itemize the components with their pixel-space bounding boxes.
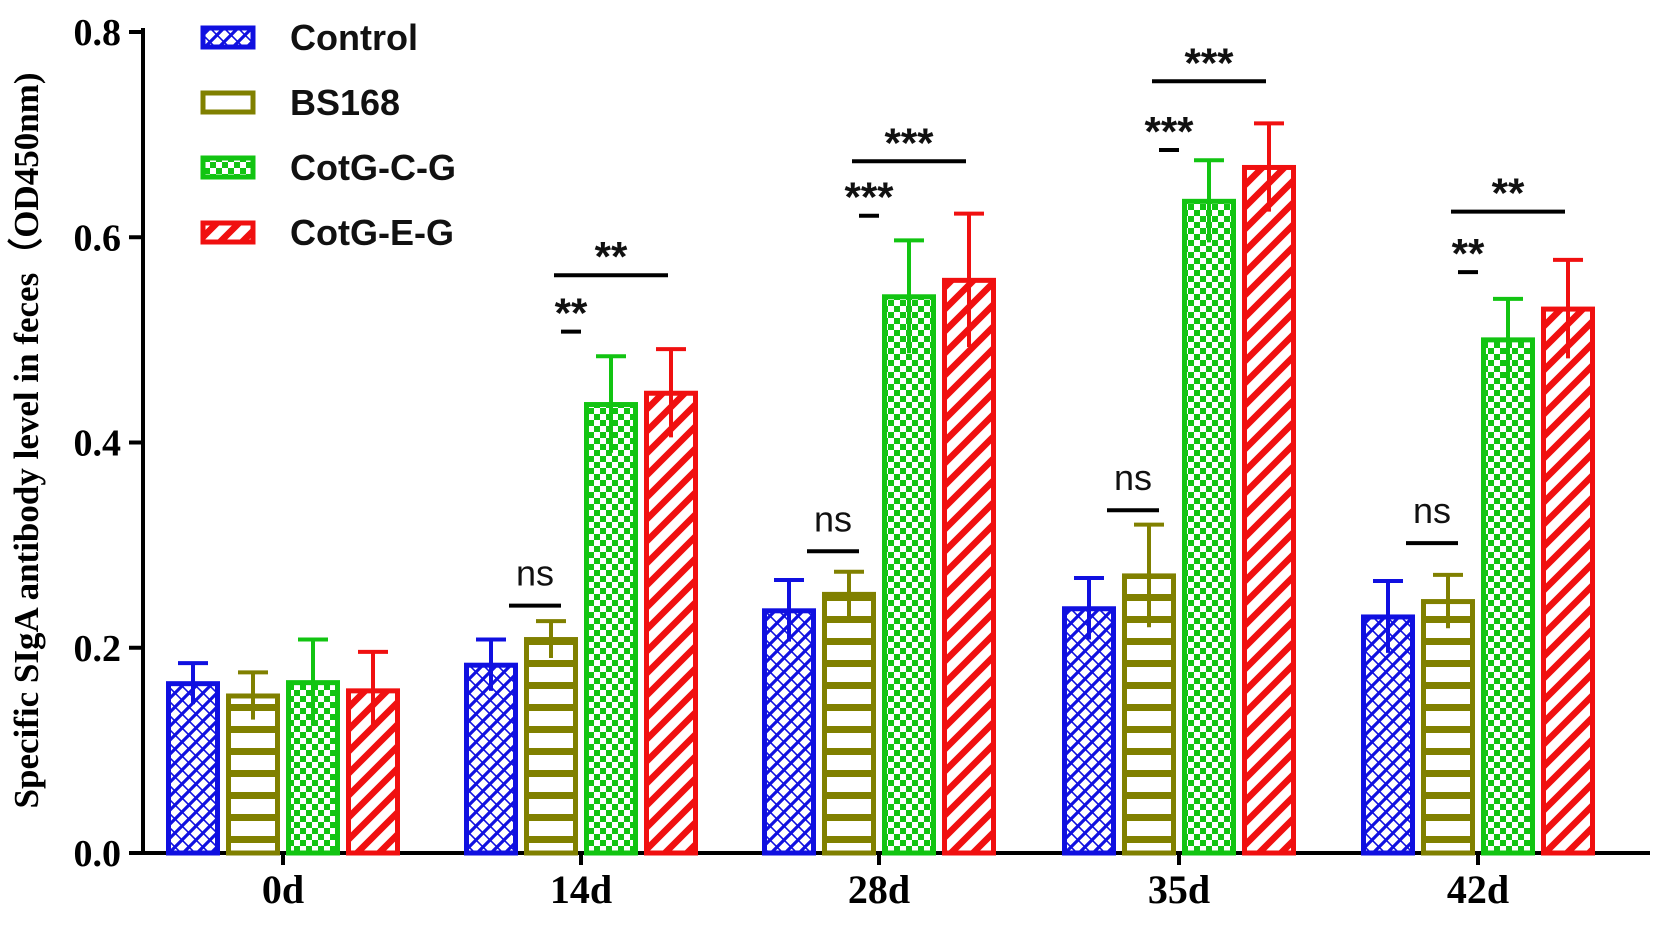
significance-star-label: *** [1144, 108, 1194, 155]
bar-cotg-e-g-42d [1541, 306, 1595, 856]
legend-label: CotG-E-G [290, 212, 454, 253]
significance-star-label: ** [1452, 230, 1485, 277]
legend-label: Control [290, 17, 418, 58]
significance-star-label: *** [884, 119, 934, 166]
legend-label: BS168 [290, 82, 400, 123]
significance-star-label: *** [1184, 39, 1234, 86]
x-tick-label: 14d [550, 867, 612, 912]
bar-bs168-42d [1421, 599, 1475, 856]
y-tick-label: 0.6 [74, 217, 122, 259]
error-bars [178, 121, 1583, 730]
bar-bs168-28d [822, 591, 876, 856]
bar-cotg-e-g-28d [942, 277, 996, 856]
legend-item-cotg-c-g: CotG-C-G [200, 147, 456, 188]
y-axis-label: Specific SIgA antibody level in feces（OD… [7, 73, 46, 809]
y-tick-label: 0.2 [74, 628, 122, 670]
bar-control-28d [762, 608, 816, 856]
legend-item-bs168: BS168 [200, 82, 400, 123]
y-tick-label: 0.8 [74, 12, 122, 54]
bar-cotg-e-g-14d [644, 390, 698, 856]
significance-ns-label: ns [1114, 457, 1152, 498]
legend-label: CotG-C-G [290, 147, 456, 188]
x-tick-label: 0d [262, 867, 304, 912]
bar-cotg-e-g-35d [1242, 164, 1296, 856]
bar-cotg-c-g-28d [882, 294, 936, 856]
significance-star-label: *** [844, 174, 894, 221]
x-tick-label: 35d [1148, 867, 1210, 912]
bar-control-14d [464, 662, 518, 856]
significance-ns-label: ns [814, 498, 852, 539]
significance-annotations: ns****ns******ns******ns**** [509, 39, 1565, 608]
legend-swatch [200, 220, 256, 245]
significance-ns-label: ns [1413, 490, 1451, 531]
significance-star-label: ** [1492, 170, 1525, 217]
bar-cotg-c-g-14d [584, 402, 638, 856]
bar-cotg-c-g-35d [1182, 198, 1236, 856]
legend-swatch [200, 25, 256, 50]
bars [166, 164, 1595, 856]
bar-cotg-c-g-42d [1481, 337, 1535, 856]
legend: Control BS168 CotG-C-G CotG-E-G [200, 17, 456, 253]
x-tick-label: 28d [848, 867, 910, 912]
bar-control-0d [166, 681, 220, 856]
legend-item-control: Control [200, 17, 418, 58]
bar-bs168-14d [524, 637, 578, 856]
bar-control-35d [1062, 606, 1116, 856]
x-tick-label: 42d [1447, 867, 1509, 912]
legend-item-cotg-e-g: CotG-E-G [200, 212, 454, 253]
significance-star-label: ** [595, 233, 628, 280]
bar-control-42d [1361, 614, 1415, 856]
y-tick-label: 0.0 [74, 833, 122, 875]
bar-bs168-0d [226, 693, 280, 856]
axes: 0.0 0.2 0.4 0.6 0.8 0d 14d 28d 35d 42d Specific SI… [7, 12, 1650, 912]
significance-ns-label: ns [516, 553, 554, 594]
legend-swatch [200, 90, 256, 115]
significance-star-label: ** [555, 290, 588, 337]
y-tick-label: 0.4 [74, 423, 122, 465]
legend-swatch [200, 155, 256, 180]
